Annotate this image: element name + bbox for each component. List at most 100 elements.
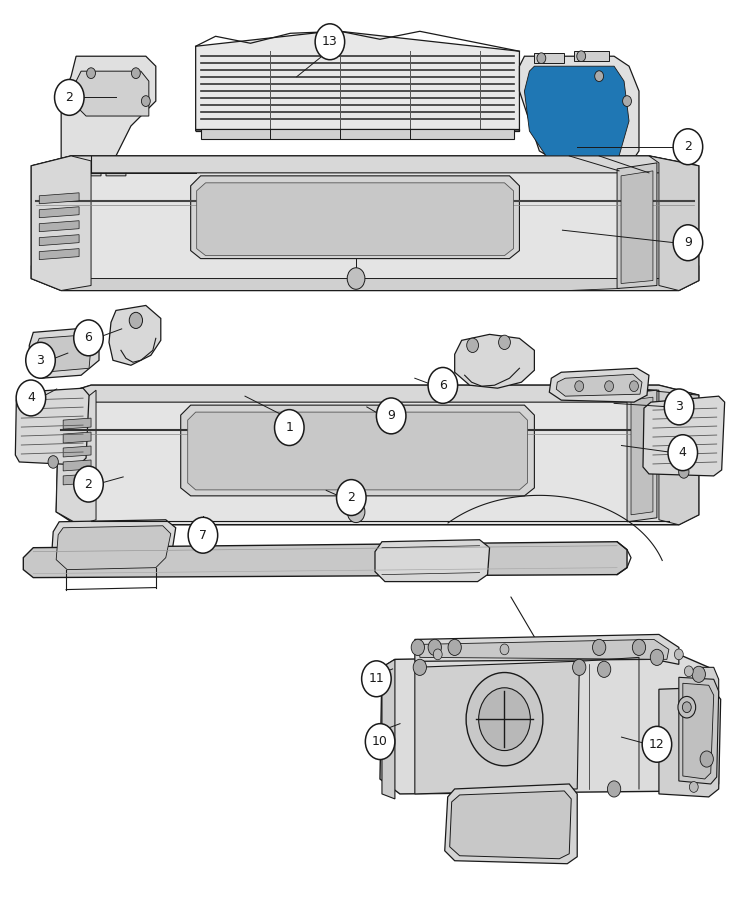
Text: 3: 3 <box>36 354 44 367</box>
Text: 6: 6 <box>84 331 93 345</box>
Polygon shape <box>63 432 91 443</box>
Circle shape <box>448 639 462 655</box>
Text: 1: 1 <box>285 421 293 434</box>
Polygon shape <box>617 163 657 289</box>
Text: 10: 10 <box>372 735 388 748</box>
Circle shape <box>55 79 84 115</box>
Polygon shape <box>445 784 577 864</box>
Circle shape <box>537 53 546 64</box>
Circle shape <box>336 480 366 516</box>
Polygon shape <box>39 235 79 246</box>
Polygon shape <box>109 305 161 365</box>
Polygon shape <box>643 396 725 476</box>
Polygon shape <box>39 207 79 218</box>
Circle shape <box>411 639 425 655</box>
Polygon shape <box>31 266 699 291</box>
Text: 12: 12 <box>649 738 665 751</box>
Circle shape <box>74 466 103 502</box>
Text: 2: 2 <box>65 91 73 104</box>
Circle shape <box>573 660 586 675</box>
Circle shape <box>575 381 584 392</box>
Polygon shape <box>30 328 99 378</box>
Polygon shape <box>63 460 91 471</box>
Polygon shape <box>181 405 534 496</box>
Circle shape <box>576 50 585 61</box>
Circle shape <box>365 724 395 760</box>
Circle shape <box>692 666 705 682</box>
Text: 6: 6 <box>439 379 447 392</box>
Circle shape <box>142 95 150 106</box>
Ellipse shape <box>549 68 619 158</box>
Circle shape <box>315 23 345 59</box>
Polygon shape <box>62 56 156 176</box>
Polygon shape <box>51 520 176 574</box>
Polygon shape <box>23 542 627 578</box>
Polygon shape <box>556 374 642 396</box>
Polygon shape <box>450 791 571 859</box>
Circle shape <box>665 389 694 425</box>
Polygon shape <box>56 526 170 570</box>
Circle shape <box>188 518 218 554</box>
Text: 4: 4 <box>27 392 35 404</box>
Circle shape <box>467 338 479 353</box>
Polygon shape <box>649 156 699 291</box>
Polygon shape <box>36 336 91 373</box>
Circle shape <box>678 697 696 718</box>
Circle shape <box>348 501 365 523</box>
Circle shape <box>74 320 103 356</box>
Circle shape <box>479 688 531 751</box>
Polygon shape <box>627 391 657 522</box>
Polygon shape <box>187 412 528 490</box>
Circle shape <box>630 381 639 392</box>
Circle shape <box>500 644 509 655</box>
Circle shape <box>668 435 697 471</box>
Polygon shape <box>31 156 91 291</box>
Polygon shape <box>631 397 653 515</box>
Polygon shape <box>420 639 669 660</box>
Circle shape <box>685 666 694 677</box>
Circle shape <box>632 639 645 655</box>
Text: 2: 2 <box>84 478 93 491</box>
Polygon shape <box>380 654 714 794</box>
Circle shape <box>428 639 442 655</box>
Polygon shape <box>525 67 629 169</box>
Circle shape <box>131 68 140 78</box>
Polygon shape <box>106 161 126 176</box>
Polygon shape <box>455 335 534 388</box>
Polygon shape <box>39 248 79 259</box>
Polygon shape <box>31 156 699 173</box>
Text: 7: 7 <box>199 528 207 542</box>
Polygon shape <box>63 418 91 429</box>
Circle shape <box>26 342 56 378</box>
Circle shape <box>16 380 46 416</box>
Circle shape <box>413 660 427 675</box>
Polygon shape <box>39 193 79 203</box>
Polygon shape <box>59 385 699 402</box>
Polygon shape <box>699 667 719 791</box>
Polygon shape <box>375 540 490 581</box>
Circle shape <box>593 639 606 655</box>
Polygon shape <box>39 220 79 231</box>
Polygon shape <box>190 176 519 258</box>
Text: 4: 4 <box>679 446 687 459</box>
Polygon shape <box>415 662 579 794</box>
Circle shape <box>87 68 96 78</box>
Circle shape <box>622 95 631 106</box>
Polygon shape <box>31 156 699 291</box>
Polygon shape <box>76 71 149 116</box>
Polygon shape <box>621 171 653 284</box>
Circle shape <box>605 381 614 392</box>
Polygon shape <box>56 385 699 525</box>
Circle shape <box>597 662 611 678</box>
Text: 3: 3 <box>675 400 683 413</box>
Circle shape <box>433 649 442 660</box>
Circle shape <box>348 268 365 289</box>
Circle shape <box>700 751 714 767</box>
Circle shape <box>376 398 406 434</box>
Text: 13: 13 <box>322 35 338 49</box>
Circle shape <box>499 335 511 349</box>
Circle shape <box>673 129 702 165</box>
Circle shape <box>595 71 604 82</box>
Text: 9: 9 <box>684 236 692 249</box>
Circle shape <box>673 225 702 261</box>
